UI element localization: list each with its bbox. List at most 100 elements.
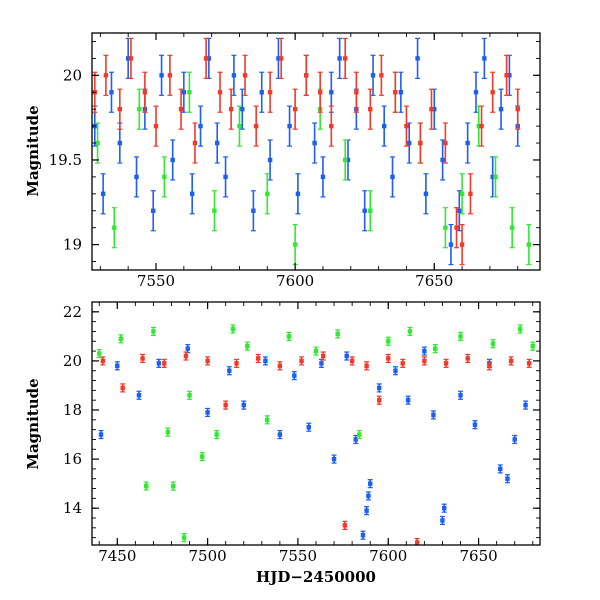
- bottom-series-red: [100, 351, 532, 545]
- bottom-blue-point: [344, 353, 349, 359]
- top-blue-point: [370, 73, 376, 78]
- top-green-point: [493, 174, 498, 180]
- bottom-plot-data: [96, 324, 536, 545]
- bottom-red-point: [349, 358, 355, 364]
- top-red-point: [128, 56, 134, 61]
- bottom-blue-point: [360, 532, 366, 538]
- top-blue-point: [362, 208, 367, 213]
- bottom-blue-point: [377, 385, 382, 391]
- bottom-blue-point: [422, 348, 427, 354]
- top-blue-point: [295, 191, 301, 197]
- top-blue-point: [240, 106, 245, 112]
- top-y-tick-label: 20: [63, 66, 82, 84]
- top-green-point: [137, 106, 142, 112]
- top-blue-point: [440, 157, 445, 163]
- top-red-point: [279, 56, 284, 61]
- top-blue-point: [206, 56, 212, 61]
- top-blue-point: [259, 90, 264, 95]
- top-green-point: [526, 242, 532, 247]
- bottom-red-point: [377, 397, 382, 403]
- top-green-point: [368, 208, 373, 213]
- bottom-blue-point: [367, 481, 373, 486]
- bottom-red-point: [183, 353, 189, 359]
- bottom-blue-point: [331, 456, 337, 462]
- bottom-series-green: [96, 324, 536, 543]
- bottom-blue-point: [353, 437, 358, 442]
- top-blue-point: [181, 90, 187, 95]
- top-blue-point: [134, 174, 139, 180]
- bottom-axis-ticks: 7450 7500 7550 7600 7650 14 16 18 20 22: [63, 301, 540, 565]
- bottom-blue-point: [523, 402, 528, 408]
- bottom-red-point: [140, 356, 145, 361]
- top-x-tick-label: 7600: [276, 272, 314, 290]
- top-blue-point: [159, 73, 164, 78]
- top-blue-point: [498, 106, 504, 112]
- top-red-point: [329, 123, 334, 129]
- top-series-red: [92, 37, 521, 266]
- bottom-y-tick-label: 16: [63, 450, 82, 468]
- top-green-point: [343, 157, 348, 163]
- top-blue-point: [109, 90, 114, 95]
- top-red-point: [192, 140, 198, 146]
- top-blue-point: [215, 140, 220, 146]
- bottom-blue-point: [405, 397, 411, 403]
- bottom-y-tick-label: 18: [63, 401, 82, 419]
- bottom-red-point: [422, 358, 427, 364]
- top-red-point: [490, 90, 495, 95]
- bottom-blue-point: [505, 476, 510, 481]
- bottom-red-point: [465, 356, 470, 361]
- top-red-point: [153, 123, 159, 129]
- bottom-blue-point: [227, 368, 232, 373]
- bottom-red-point: [223, 402, 228, 408]
- top-blue-point: [465, 140, 470, 146]
- top-plot-frame: [91, 32, 541, 271]
- bottom-green-point: [517, 326, 523, 332]
- bottom-red-point: [487, 363, 492, 369]
- top-red-point: [343, 56, 348, 61]
- top-panel: 7550 7600 7650 19 19.5 20 Magnitude: [24, 32, 541, 290]
- bottom-blue-point: [366, 493, 371, 499]
- bottom-x-tick-label: 7600: [369, 547, 407, 565]
- top-blue-point: [482, 56, 487, 61]
- top-blue-point: [117, 140, 123, 146]
- top-red-point: [443, 140, 448, 146]
- bottom-red-point: [255, 356, 261, 361]
- top-green-point: [112, 225, 117, 230]
- bottom-green-point: [245, 343, 250, 349]
- bottom-green-point: [151, 329, 156, 334]
- top-blue-point: [189, 191, 195, 197]
- x-axis-label: HJD−2450000: [256, 568, 376, 586]
- top-blue-point: [423, 191, 429, 197]
- top-blue-point: [398, 90, 404, 95]
- top-blue-point: [473, 90, 479, 95]
- top-red-point: [354, 90, 359, 95]
- bottom-blue-point: [241, 402, 246, 408]
- top-plot-data: [92, 37, 532, 266]
- top-green-point: [212, 208, 217, 213]
- bottom-green-point: [490, 341, 496, 346]
- top-red-point: [167, 73, 173, 78]
- bottom-red-point: [277, 363, 283, 369]
- bottom-y-tick-label: 14: [63, 499, 82, 517]
- bottom-green-point: [187, 393, 192, 398]
- bottom-y-axis-label: Magnitude: [24, 378, 42, 469]
- bottom-red-point: [234, 361, 239, 366]
- top-green-point: [237, 123, 242, 129]
- top-red-point: [178, 106, 184, 112]
- top-red-point: [103, 73, 109, 78]
- bottom-red-point: [400, 361, 405, 366]
- top-red-point: [468, 191, 473, 197]
- top-red-point: [393, 90, 398, 95]
- top-blue-point: [287, 123, 292, 129]
- bottom-green-point: [530, 343, 535, 349]
- bottom-blue-point: [156, 361, 162, 366]
- top-green-point: [292, 242, 298, 247]
- top-red-point: [404, 123, 409, 129]
- top-axis-ticks: 7550 7600 7650 19 19.5 20: [49, 33, 540, 290]
- bottom-blue-point: [458, 393, 463, 398]
- top-blue-point: [345, 157, 351, 163]
- bottom-blue-point: [263, 358, 268, 364]
- bottom-blue-point: [205, 410, 210, 415]
- bottom-red-point: [414, 540, 420, 545]
- top-red-point: [304, 73, 309, 78]
